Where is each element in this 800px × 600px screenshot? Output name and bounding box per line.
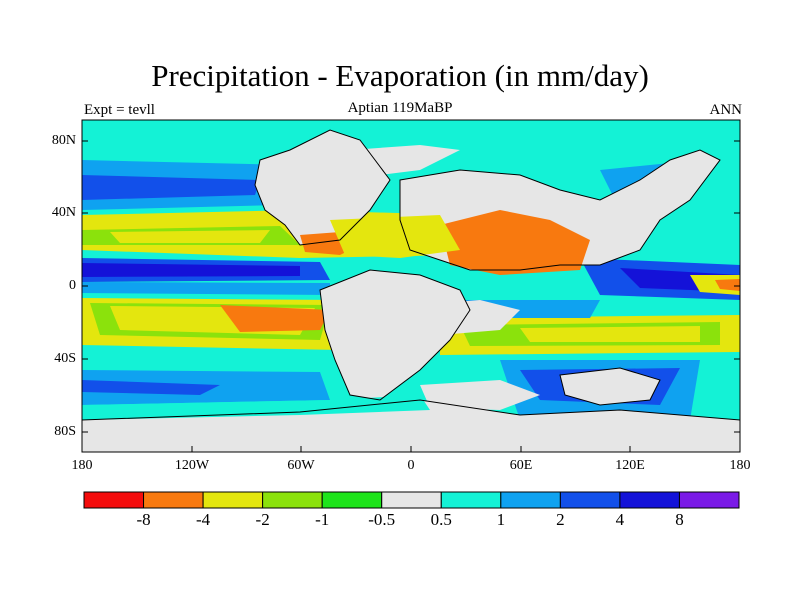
colorbar-swatch — [143, 491, 204, 509]
colorbar-swatch — [202, 491, 264, 509]
lon-tick-label: 60W — [287, 458, 315, 473]
lat-tick-label: 40N — [51, 205, 76, 220]
plot-title: Precipitation - Evaporation (in mm/day) — [151, 58, 649, 93]
lon-tick-label: 180 — [71, 458, 93, 473]
colorbar-label: 8 — [675, 510, 684, 529]
lon-tick-label: 0 — [407, 458, 415, 473]
lat-tick-label: 80N — [51, 133, 76, 148]
colorbar-swatch — [83, 491, 145, 509]
colorbar-label: -4 — [195, 510, 211, 529]
lon-tick-label: 120W — [174, 458, 210, 473]
colorbar-swatch — [381, 491, 442, 509]
latitude-ticks — [82, 140, 740, 433]
lat-tick-label: 0 — [69, 278, 76, 293]
colorbar-swatch — [559, 491, 621, 509]
colorbar-label: 0.5 — [430, 510, 452, 529]
lon-tick-label: 120E — [615, 458, 645, 473]
plot-subtitle: Aptian 119MaBP — [347, 100, 453, 116]
colorbar-label: 4 — [615, 510, 625, 529]
season-label: ANN — [709, 102, 743, 118]
precipitation-minus-evaporation-field — [82, 120, 740, 452]
longitude-ticks — [191, 446, 631, 452]
experiment-label: Expt = tevll — [84, 102, 155, 118]
colorbar-swatch — [678, 491, 740, 509]
colorbar-label: -2 — [255, 510, 270, 529]
colorbar-swatch — [321, 491, 383, 509]
lat-tick-label: 80S — [54, 424, 76, 439]
colorbar-swatch — [500, 491, 561, 509]
colorbar-swatch — [619, 491, 680, 509]
colorbar-label: 1 — [496, 510, 506, 529]
lon-tick-label: 60E — [509, 458, 533, 473]
lon-tick-label: 180 — [729, 458, 751, 473]
colorbar-swatch — [440, 491, 502, 509]
colorbar-label: -8 — [136, 510, 151, 529]
colorbar-swatch — [262, 491, 323, 509]
colorbar-label: -1 — [315, 510, 330, 529]
colorbar — [83, 491, 740, 509]
lat-tick-label: 40S — [54, 351, 76, 366]
colorbar-label: -0.5 — [368, 510, 396, 529]
colorbar-label: 2 — [556, 510, 565, 529]
